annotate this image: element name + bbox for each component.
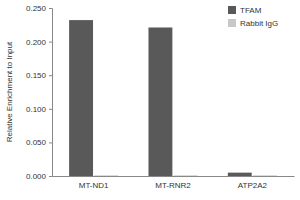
- bar: [174, 175, 198, 176]
- x-axis-line: [53, 176, 295, 177]
- x-tick: ATP2A2: [238, 176, 268, 190]
- y-tick: 0.200: [26, 38, 52, 47]
- plot: 0.000 0.050 0.100 0.150 0.200 0.250 MT-ND1 MT-R…: [26, 4, 295, 190]
- y-tick-label: 0.050: [26, 138, 47, 147]
- y-axis-title: Relative Enrichment to Input: [5, 41, 14, 142]
- bar: [253, 175, 277, 176]
- y-tick-mark: [49, 109, 52, 110]
- x-tick-label: ATP2A2: [238, 181, 268, 190]
- y-tick-mark: [49, 142, 52, 143]
- y-tick-label: 0.150: [26, 71, 47, 80]
- y-tick: 0.000: [26, 172, 52, 181]
- y-tick-mark: [49, 42, 52, 43]
- y-axis-line: [49, 9, 53, 177]
- legend-item: TFAM: [228, 6, 262, 15]
- y-tick: 0.100: [26, 105, 52, 114]
- series-bars: [94, 175, 277, 176]
- series-bars: [69, 20, 252, 176]
- y-tick-mark: [49, 176, 52, 177]
- x-tick-label: MT-RNR2: [155, 181, 191, 190]
- y-tick-label: 0.200: [26, 38, 47, 47]
- chart: 0.000 0.050 0.100 0.150 0.200 0.250 MT-ND1 MT-R…: [0, 0, 300, 200]
- y-tick-label: 0.000: [26, 172, 47, 181]
- y-tick: 0.150: [26, 71, 52, 80]
- bars: [69, 20, 277, 176]
- y-tick-mark: [49, 8, 52, 9]
- legend: TFAM Rabbit IgG: [228, 6, 278, 28]
- x-tick: MT-ND1: [79, 176, 109, 190]
- bar: [228, 173, 252, 176]
- y-tick-mark: [49, 75, 52, 76]
- legend-swatch: [228, 19, 236, 27]
- bar: [148, 27, 172, 176]
- x-tick-label: MT-ND1: [79, 181, 109, 190]
- x-tick: MT-RNR2: [155, 176, 191, 190]
- legend-item: Rabbit IgG: [228, 19, 278, 28]
- legend-swatch: [228, 6, 236, 14]
- legend-label: Rabbit IgG: [240, 19, 278, 28]
- y-tick-label: 0.250: [26, 4, 47, 13]
- y-tick: 0.050: [26, 138, 52, 147]
- bar: [94, 175, 118, 176]
- x-axis: MT-ND1 MT-RNR2 ATP2A2: [53, 176, 295, 190]
- y-axis: 0.000 0.050 0.100 0.150 0.200 0.250: [26, 4, 53, 181]
- y-tick: 0.250: [26, 4, 52, 13]
- bar: [69, 20, 93, 176]
- legend-label: TFAM: [240, 6, 262, 15]
- y-tick-label: 0.100: [26, 105, 47, 114]
